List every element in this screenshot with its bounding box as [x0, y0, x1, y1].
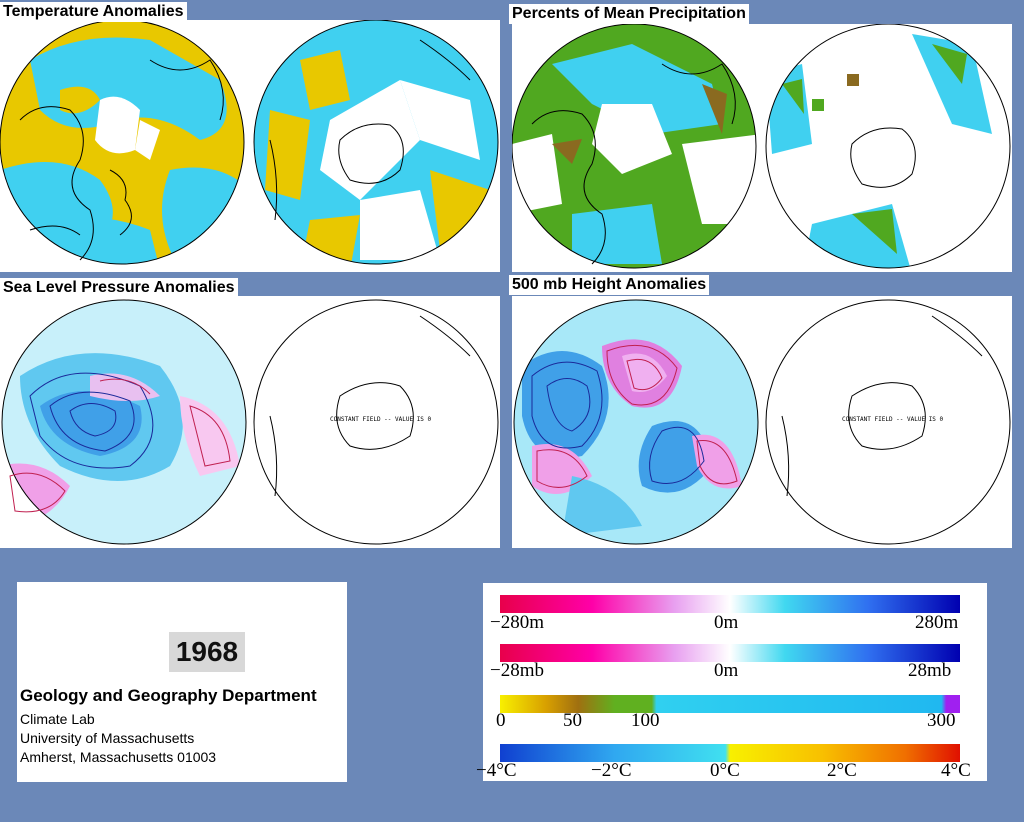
nh-temperature-map — [0, 20, 244, 264]
precip-label-50: 50 — [563, 710, 582, 731]
temperature-title: Temperature Anomalies — [0, 2, 187, 22]
legend-box: −280m 0m 280m −28mb 0m 28mb 0 50 100 300… — [476, 583, 987, 781]
address-label: Amherst, Massachusetts 01003 — [20, 749, 217, 765]
temp-label-minus2: −2°C — [591, 760, 632, 781]
slp-colorbar — [500, 644, 960, 662]
precipitation-maps — [512, 24, 1011, 269]
temp-label-4: 4°C — [941, 760, 971, 781]
slp-label-min: −28mb — [490, 660, 544, 681]
year-label: 1968 — [169, 632, 245, 672]
temperature-panel — [0, 20, 500, 272]
university-label: University of Massachusetts — [20, 730, 195, 746]
slp-sh-annotation: CONSTANT FIELD -- VALUE IS 0 — [330, 416, 432, 423]
info-box: 1968 Geology and Geography Department Cl… — [17, 582, 347, 782]
precip-label-100: 100 — [631, 710, 660, 731]
precip-colorbar — [500, 695, 960, 713]
height-label-mid: 0m — [714, 612, 739, 633]
precipitation-title: Percents of Mean Precipitation — [509, 4, 749, 24]
slp-label-max: 28mb — [908, 660, 952, 681]
temp-label-minus4: −4°C — [476, 760, 517, 781]
nh-precipitation-map — [512, 24, 756, 268]
height-label-max: 280m — [915, 612, 959, 633]
temperature-maps — [0, 20, 499, 265]
height-label-min: −280m — [490, 612, 544, 633]
temp-label-2: 2°C — [827, 760, 857, 781]
lab-label: Climate Lab — [20, 711, 95, 727]
slp-maps — [1, 299, 499, 545]
temp-label-0: 0°C — [710, 760, 740, 781]
height-panel: CONSTANT FIELD -- VALUE IS 0 — [512, 296, 1012, 548]
precip-label-300: 300 — [927, 710, 956, 731]
height-title: 500 mb Height Anomalies — [509, 275, 710, 295]
nh-slp-map — [2, 300, 246, 544]
precipitation-panel — [512, 24, 1012, 272]
nh-height-map — [514, 300, 758, 544]
height-maps — [513, 299, 1011, 545]
height-sh-annotation: CONSTANT FIELD -- VALUE IS 0 — [842, 416, 944, 423]
slp-label-mid: 0m — [714, 660, 739, 681]
nh-coastlines — [19, 59, 224, 261]
slp-title: Sea Level Pressure Anomalies — [0, 278, 238, 298]
department-label: Geology and Geography Department — [20, 686, 317, 705]
slp-panel: CONSTANT FIELD -- VALUE IS 0 — [0, 296, 500, 548]
precip-label-0: 0 — [496, 710, 506, 731]
temp-colorbar — [500, 744, 960, 762]
sh-temperature-map — [254, 20, 498, 264]
sh-coastlines — [269, 39, 471, 221]
height-colorbar — [500, 595, 960, 613]
